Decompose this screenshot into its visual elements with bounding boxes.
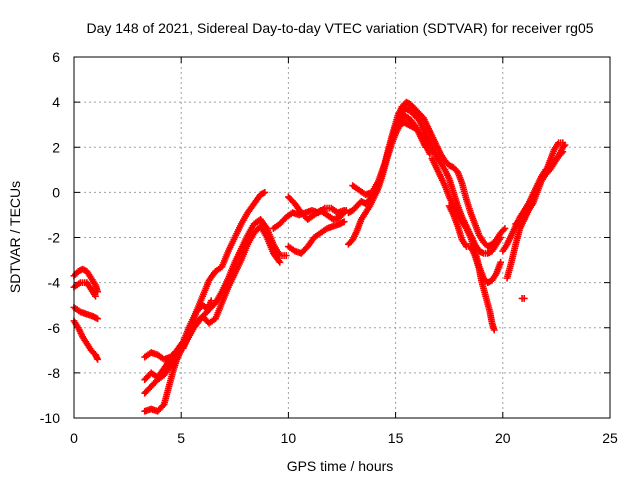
data-point <box>94 288 101 296</box>
data-point <box>490 326 498 334</box>
y-tick-label: 4 <box>52 94 60 110</box>
series-track-4 <box>70 317 101 363</box>
series-track-20 <box>512 139 567 228</box>
chart-title: Day 148 of 2021, Sidereal Day-to-day VTE… <box>86 20 593 36</box>
series-track-12 <box>345 112 434 217</box>
y-tick-label: -10 <box>40 410 60 426</box>
data-point <box>426 150 434 158</box>
y-tick-label: 0 <box>52 184 60 200</box>
data-marks <box>70 98 569 415</box>
x-tick-label: 20 <box>495 430 511 446</box>
y-tick-label: -2 <box>48 230 61 246</box>
x-tick-label: 15 <box>388 430 404 446</box>
x-tick-label: 0 <box>70 430 78 446</box>
plot-frame <box>73 56 611 419</box>
y-tick-label: -4 <box>48 275 61 291</box>
data-point <box>497 258 505 266</box>
data-point <box>261 188 269 196</box>
series-track-19 <box>503 141 569 282</box>
data-point <box>92 292 99 300</box>
data-point <box>94 315 101 323</box>
y-tick-label: -6 <box>48 320 61 336</box>
series-track-3 <box>70 304 101 323</box>
data-point <box>422 143 430 151</box>
data-point <box>497 234 505 241</box>
series-track-2 <box>70 279 99 300</box>
data-point <box>559 139 567 147</box>
y-tick-label: 6 <box>52 49 60 65</box>
y-axis-label: SDTVAR / TECUs <box>7 181 23 293</box>
data-point <box>520 295 528 302</box>
series-track-16 <box>428 155 505 287</box>
data-point <box>207 297 215 305</box>
series-track-5 <box>141 188 269 363</box>
y-tick-label: -8 <box>48 365 61 381</box>
data-point <box>276 258 284 266</box>
data-point <box>282 252 290 259</box>
series-track-8 <box>141 297 215 415</box>
data-point <box>94 355 101 363</box>
y-tick-label: 2 <box>52 139 60 155</box>
data-point <box>501 225 509 232</box>
x-tick-label: 5 <box>177 430 185 446</box>
series-track-13 <box>345 119 430 248</box>
series-track-17 <box>445 202 498 334</box>
series-track-21 <box>518 295 528 302</box>
x-axis-label: GPS time / hours <box>287 458 394 474</box>
series-track-10 <box>285 193 350 223</box>
data-point <box>340 218 348 226</box>
x-tick-label: 10 <box>281 430 297 446</box>
series-track-1 <box>70 265 101 296</box>
x-tick-label: 25 <box>602 430 618 446</box>
grid <box>74 57 610 418</box>
axis-ticks: 0 5 10 15 20 25 -10 -8 -6 -4 -2 0 2 4 6 <box>40 49 618 446</box>
series-track-14 <box>349 98 509 250</box>
series-track-11 <box>285 218 348 257</box>
